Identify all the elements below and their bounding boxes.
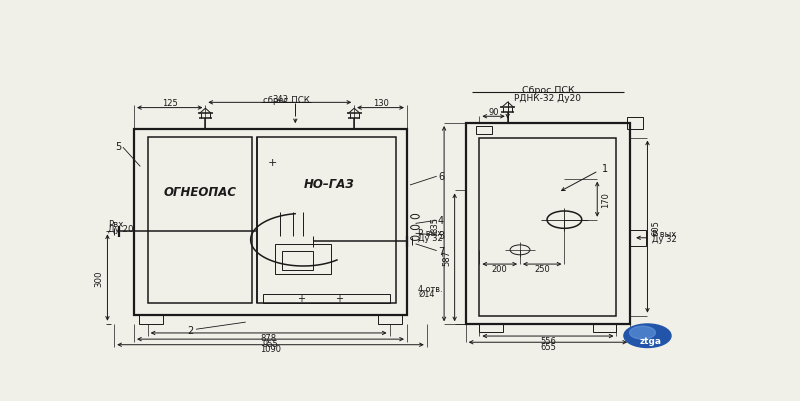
Text: 1090: 1090 [260, 344, 281, 353]
Text: Сброс ПСК: Сброс ПСК [522, 86, 574, 95]
Text: 130: 130 [373, 99, 389, 108]
Text: Ø14: Ø14 [418, 289, 434, 298]
Text: ztga: ztga [639, 336, 662, 345]
Text: 5: 5 [115, 142, 122, 152]
Bar [593, 324, 617, 332]
Text: Р вых: Р вых [652, 229, 676, 238]
Text: 4 отв.: 4 отв. [418, 284, 442, 294]
Text: 300: 300 [95, 269, 104, 286]
Text: +: + [335, 294, 343, 304]
Text: 2: 2 [186, 326, 193, 336]
Text: 90: 90 [488, 108, 499, 117]
Text: 835: 835 [430, 216, 439, 232]
Text: 125: 125 [162, 99, 178, 108]
Circle shape [624, 324, 671, 348]
Bar [282, 251, 313, 270]
Bar [257, 138, 396, 303]
Circle shape [630, 326, 655, 339]
Text: Ду 20: Ду 20 [108, 225, 134, 234]
Text: Рвх: Рвх [108, 220, 123, 229]
Bar [378, 315, 402, 324]
Text: ztga: ztga [639, 336, 662, 345]
Text: +: + [268, 158, 277, 168]
Bar [134, 130, 407, 315]
Text: Ду 32: Ду 32 [652, 234, 677, 243]
Bar [275, 244, 331, 275]
Text: 170: 170 [602, 192, 610, 208]
Text: 4: 4 [438, 216, 444, 226]
Text: Р вых: Р вых [418, 228, 442, 237]
Text: 955: 955 [262, 339, 278, 348]
Text: 6: 6 [438, 171, 444, 181]
Text: 200: 200 [492, 264, 508, 273]
Text: РДНК-32 Ду20: РДНК-32 Ду20 [514, 94, 582, 103]
Text: 343: 343 [272, 94, 288, 103]
Text: 605: 605 [651, 219, 660, 235]
Text: 655: 655 [540, 342, 556, 351]
Text: 3: 3 [438, 231, 444, 241]
Bar [476, 127, 492, 135]
Text: +: + [297, 294, 305, 304]
Text: 250: 250 [534, 264, 550, 273]
Text: Ду 32: Ду 32 [418, 233, 443, 242]
Bar [148, 138, 252, 303]
Bar [139, 315, 162, 324]
Text: 7: 7 [438, 246, 444, 256]
Bar [466, 124, 630, 324]
Bar [630, 231, 646, 246]
Text: 556: 556 [540, 336, 556, 345]
Text: 1: 1 [602, 163, 608, 173]
Bar [263, 294, 390, 303]
Text: сброс ПСК: сброс ПСК [262, 96, 310, 105]
Bar [627, 117, 642, 130]
Text: НО–ГАЗ: НО–ГАЗ [304, 177, 354, 190]
Bar [479, 324, 503, 332]
Text: 587: 587 [442, 250, 452, 266]
Bar [479, 138, 617, 316]
Text: 878: 878 [261, 333, 277, 342]
Text: ОГНЕОПАС: ОГНЕОПАС [163, 186, 236, 198]
